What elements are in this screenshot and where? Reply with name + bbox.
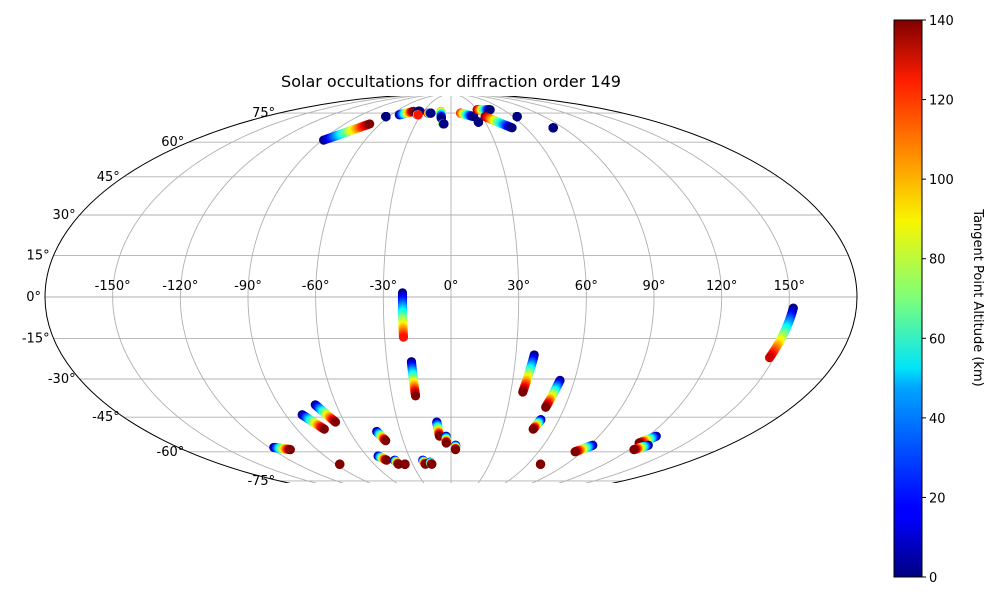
colorbar-tick-label: 140 <box>929 14 954 29</box>
x-tick-label: -90° <box>234 279 262 294</box>
colorbar-label: Tangent Point Altitude (km) <box>970 208 985 386</box>
data-point <box>426 108 436 118</box>
data-point <box>381 436 391 446</box>
data-point <box>441 438 451 448</box>
x-tick-label: 120° <box>706 279 737 294</box>
y-tick-label: -30° <box>48 372 76 387</box>
colorbar-tick-label: 60 <box>929 332 946 347</box>
x-tick-label: 30° <box>507 279 530 294</box>
data-point <box>381 111 391 122</box>
colorbar-tick-label: 100 <box>929 173 954 188</box>
data-point <box>548 123 558 133</box>
y-tick-label: -15° <box>22 332 50 347</box>
data-point <box>518 387 528 397</box>
colorbar-tick-label: 80 <box>929 253 946 268</box>
data-point <box>330 417 341 427</box>
data-point <box>427 459 437 469</box>
data-point <box>570 447 580 457</box>
data-point <box>535 459 546 469</box>
data-point <box>319 424 329 434</box>
gridlines <box>45 96 857 483</box>
y-tick-labels: -75° -60° -45° -30° -15° 0° 15° 30° 45° 60° 75° <box>22 106 275 489</box>
colorbar-tick-label: 120 <box>929 94 954 109</box>
data-point <box>507 123 517 133</box>
colorbar-tick-label: 20 <box>929 491 946 506</box>
x-tick-label: -150° <box>95 279 131 294</box>
colorbar-tick-label: 40 <box>929 412 946 427</box>
data-point <box>764 353 775 363</box>
plot-area <box>44 96 858 483</box>
y-tick-label: -75° <box>247 474 275 489</box>
x-tick-label: 0° <box>444 279 459 294</box>
y-tick-label: 45° <box>97 170 120 185</box>
x-tick-label: 90° <box>642 279 665 294</box>
data-point <box>413 110 423 120</box>
y-tick-label: -60° <box>157 445 185 460</box>
colorbar-ticks: 0 20 40 60 80 100 120 140 <box>922 14 954 586</box>
data-point <box>365 119 375 129</box>
colorbar-gradient <box>893 19 923 578</box>
data-point <box>398 332 409 342</box>
x-tick-label: -60° <box>302 279 330 294</box>
colorbar: 0 20 40 60 80 100 120 140 Tangent Point Altitud… <box>893 14 985 586</box>
data-point <box>439 119 449 129</box>
data-point <box>400 459 410 469</box>
data-point <box>512 111 522 122</box>
y-tick-label: 75° <box>252 106 275 121</box>
data-point <box>450 445 461 455</box>
data-point <box>410 391 421 401</box>
y-tick-label: 0° <box>26 290 41 305</box>
data-point <box>528 424 538 434</box>
data-point <box>335 459 345 469</box>
x-tick-labels: -150° -120° -90° -60° -30° 0° 30° 60° 90° 120° 150… <box>95 279 805 294</box>
data-point <box>541 402 551 412</box>
map-boundary <box>44 96 858 483</box>
chart-title: Solar occultations for diffraction order… <box>281 72 621 91</box>
data-points <box>269 105 798 469</box>
x-tick-label: -120° <box>162 279 198 294</box>
data-point <box>473 117 484 127</box>
x-tick-label: 60° <box>575 279 598 294</box>
y-tick-label: 60° <box>161 135 184 150</box>
y-tick-label: -45° <box>92 410 120 425</box>
data-point <box>381 455 392 465</box>
data-point <box>393 459 404 469</box>
data-point <box>629 445 639 455</box>
x-tick-label: 150° <box>774 279 805 294</box>
y-tick-label: 15° <box>27 248 50 263</box>
y-tick-label: 30° <box>53 208 76 223</box>
data-point <box>285 445 295 455</box>
colorbar-tick-label: 0 <box>929 571 937 586</box>
x-tick-label: -30° <box>369 279 397 294</box>
data-point <box>485 105 495 115</box>
